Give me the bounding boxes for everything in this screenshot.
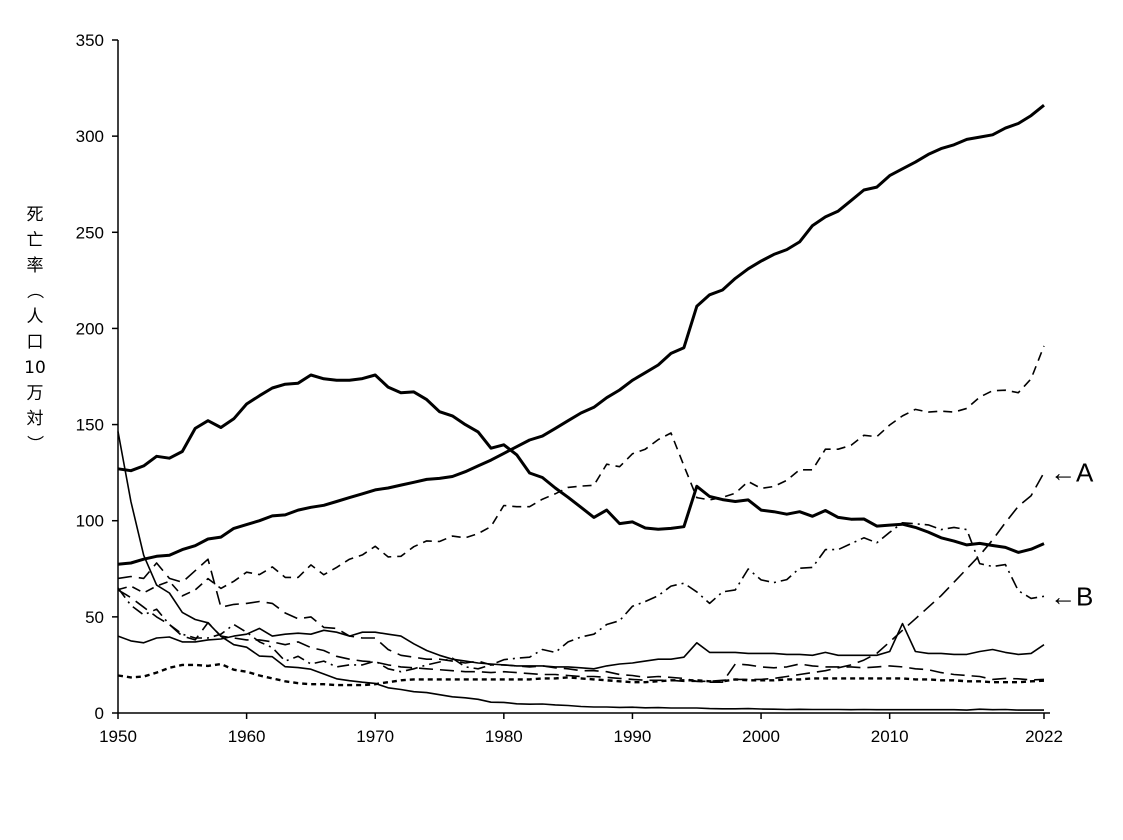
y-axis-title-char: 10 — [24, 358, 46, 378]
y-axis-title-char: ） — [24, 435, 44, 452]
y-tick-label: 50 — [85, 608, 104, 627]
y-ticks: 0 50 100 150 200 250 300 350 — [76, 31, 118, 723]
y-tick-label: 150 — [76, 416, 104, 435]
annotation-label: ←A — [1050, 458, 1094, 488]
series-line-7 — [117, 662, 1045, 687]
y-tick-label: 0 — [95, 704, 104, 723]
x-tick-label: 1950 — [99, 727, 137, 746]
x-tick-label: 2022 — [1025, 727, 1063, 746]
series-line-6 — [117, 558, 1045, 683]
series-layer — [117, 104, 1045, 711]
annotation-label: ←B — [1050, 581, 1093, 611]
axes — [117, 40, 1050, 714]
y-axis-title-char: 亡 — [27, 231, 44, 251]
y-axis-title-char: 死 — [27, 205, 44, 225]
y-tick-label: 100 — [76, 512, 104, 531]
y-tick-label: 200 — [76, 319, 104, 338]
x-tick-label: 2000 — [742, 727, 780, 746]
y-tick-label: 350 — [76, 31, 104, 50]
x-tick-label: 1980 — [485, 727, 523, 746]
annotations: ←A ←B — [1050, 458, 1094, 612]
series-line-5 — [117, 522, 1045, 673]
y-axis-title-char: 率 — [27, 256, 44, 276]
y-tick-label: 300 — [76, 127, 104, 146]
series-line-9 — [117, 431, 1044, 711]
x-tick-label: 1960 — [228, 727, 266, 746]
x-ticks: 1950 1960 1970 1980 1990 2000 2010 2022 — [99, 713, 1063, 746]
x-tick-label: 1990 — [614, 727, 652, 746]
series-line-2 — [117, 373, 1045, 554]
series-line-1 — [117, 104, 1045, 566]
series-line-8 — [117, 622, 1045, 670]
y-axis-title: 死亡率 （ 人口 10 万対 ） — [24, 205, 46, 452]
y-axis-title-char: 口 — [27, 333, 44, 353]
x-tick-label: 1970 — [356, 727, 394, 746]
y-axis-title-char: 対 — [27, 409, 44, 429]
series-line-4 — [117, 472, 1045, 683]
series-line-3 — [117, 345, 1045, 597]
x-tick-label: 2010 — [871, 727, 909, 746]
y-axis-title-char: 万 — [27, 384, 44, 404]
y-tick-label: 250 — [76, 223, 104, 242]
y-axis-title-char: （ — [24, 282, 44, 299]
y-axis-title-char: 人 — [27, 307, 44, 327]
